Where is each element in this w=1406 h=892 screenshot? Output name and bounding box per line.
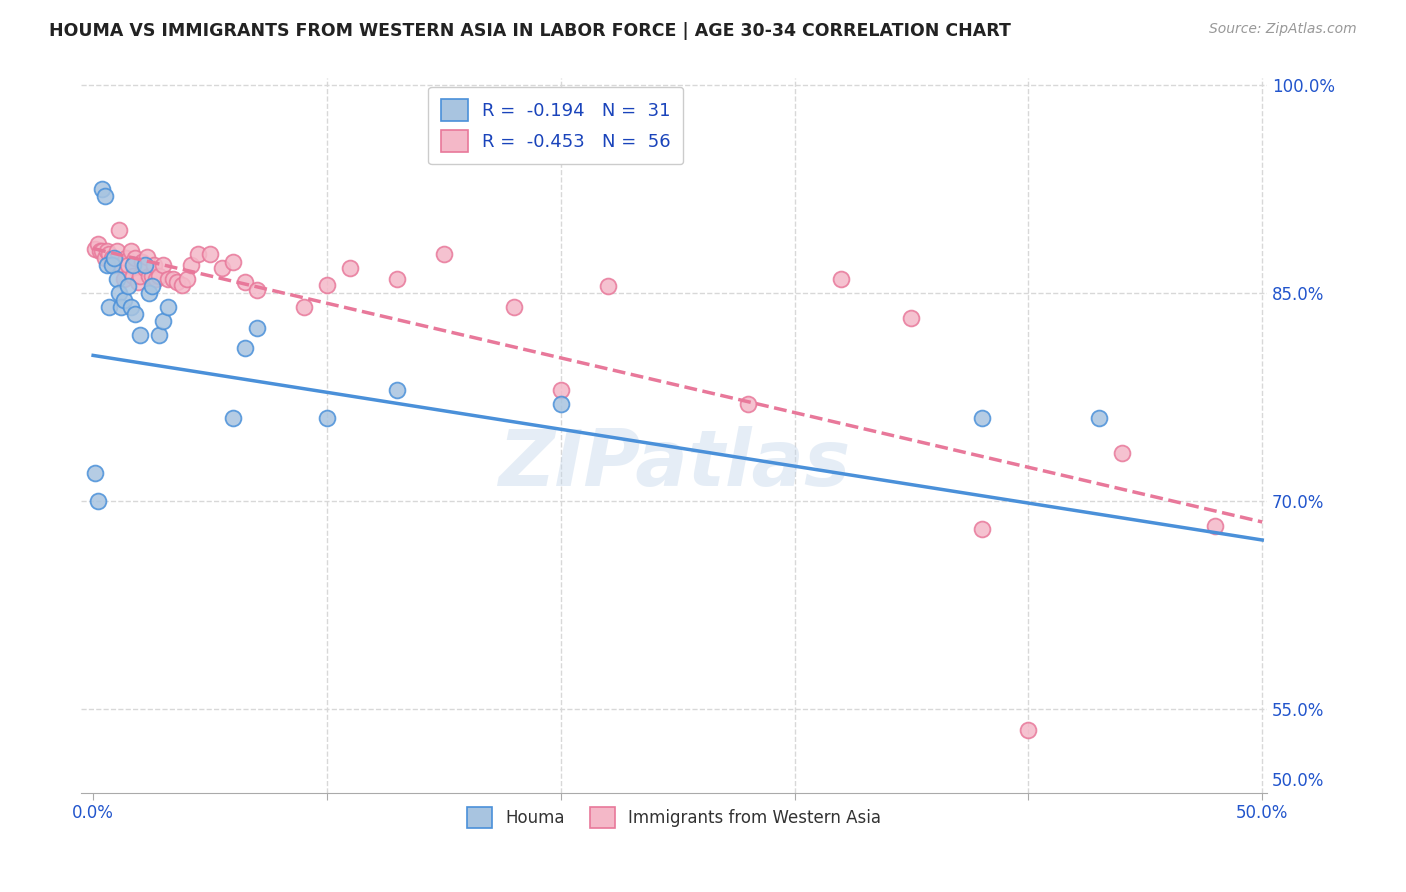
- Point: [246, 283, 269, 297]
- Point: [98, 247, 121, 261]
- Point: [110, 258, 132, 272]
- Point: [117, 279, 139, 293]
- Point: [148, 269, 170, 284]
- Point: [830, 272, 852, 286]
- Point: [152, 258, 174, 272]
- Point: [1111, 445, 1133, 459]
- Point: [134, 258, 156, 272]
- Point: [222, 410, 245, 425]
- Point: [91, 182, 114, 196]
- Point: [122, 258, 145, 272]
- Point: [148, 327, 170, 342]
- Point: [87, 237, 110, 252]
- Point: [503, 300, 526, 314]
- Point: [246, 320, 269, 334]
- Point: [103, 258, 125, 272]
- Text: ZIPatlas: ZIPatlas: [498, 425, 851, 502]
- Point: [156, 272, 179, 286]
- Point: [98, 300, 121, 314]
- Point: [152, 314, 174, 328]
- Point: [105, 244, 128, 259]
- Point: [124, 307, 146, 321]
- Point: [103, 251, 125, 265]
- Point: [105, 272, 128, 286]
- Point: [87, 494, 110, 508]
- Point: [156, 300, 179, 314]
- Point: [120, 244, 142, 259]
- Point: [385, 272, 408, 286]
- Point: [108, 223, 131, 237]
- Point: [900, 310, 922, 325]
- Point: [170, 277, 193, 292]
- Point: [316, 277, 339, 292]
- Point: [89, 244, 111, 259]
- Point: [970, 522, 993, 536]
- Point: [596, 279, 619, 293]
- Point: [166, 275, 188, 289]
- Point: [970, 410, 993, 425]
- Point: [127, 275, 149, 289]
- Point: [131, 255, 153, 269]
- Point: [128, 327, 150, 342]
- Point: [141, 269, 163, 284]
- Point: [1087, 410, 1109, 425]
- Point: [198, 247, 221, 261]
- Point: [138, 269, 160, 284]
- Point: [550, 383, 572, 397]
- Point: [737, 397, 759, 411]
- Point: [141, 279, 163, 293]
- Point: [433, 247, 456, 261]
- Point: [292, 300, 315, 314]
- Point: [96, 258, 118, 272]
- Point: [124, 251, 146, 265]
- Point: [138, 285, 160, 300]
- Point: [162, 272, 184, 286]
- Point: [112, 293, 135, 307]
- Point: [135, 250, 157, 264]
- Point: [122, 269, 145, 284]
- Point: [211, 260, 233, 275]
- Point: [550, 397, 572, 411]
- Point: [120, 300, 142, 314]
- Point: [112, 272, 135, 286]
- Point: [115, 251, 138, 265]
- Point: [108, 285, 131, 300]
- Point: [96, 244, 118, 259]
- Point: [1204, 519, 1226, 533]
- Point: [316, 410, 339, 425]
- Point: [1017, 723, 1039, 738]
- Point: [84, 242, 107, 256]
- Point: [233, 275, 256, 289]
- Point: [145, 272, 167, 286]
- Point: [91, 244, 114, 259]
- Point: [233, 342, 256, 356]
- Point: [117, 258, 139, 272]
- Text: HOUMA VS IMMIGRANTS FROM WESTERN ASIA IN LABOR FORCE | AGE 30-34 CORRELATION CHA: HOUMA VS IMMIGRANTS FROM WESTERN ASIA IN…: [49, 22, 1011, 40]
- Point: [101, 251, 124, 265]
- Point: [222, 255, 245, 269]
- Point: [94, 251, 117, 265]
- Point: [385, 383, 408, 397]
- Point: [180, 258, 202, 272]
- Point: [128, 269, 150, 284]
- Point: [94, 188, 117, 202]
- Point: [339, 260, 361, 275]
- Point: [101, 258, 124, 272]
- Point: [176, 272, 198, 286]
- Point: [84, 467, 107, 481]
- Point: [134, 260, 156, 275]
- Point: [142, 258, 165, 272]
- Text: Source: ZipAtlas.com: Source: ZipAtlas.com: [1209, 22, 1357, 37]
- Point: [187, 247, 209, 261]
- Legend: Houma, Immigrants from Western Asia: Houma, Immigrants from Western Asia: [460, 801, 889, 834]
- Point: [110, 300, 132, 314]
